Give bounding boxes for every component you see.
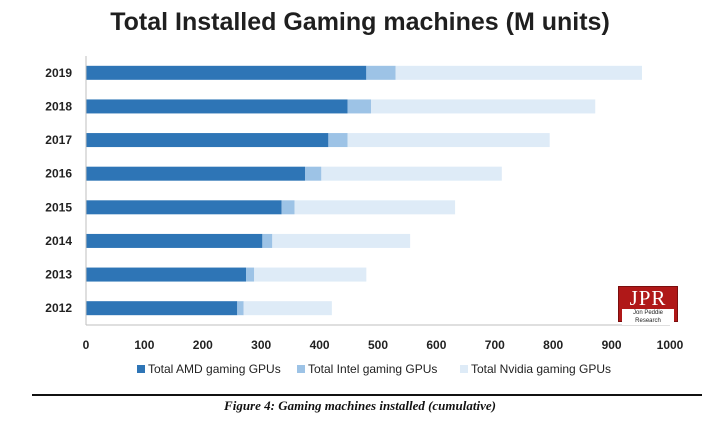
bar-2016-series-3 [321,166,502,181]
bar-2012-series-3 [243,301,332,316]
bar-2014-series-2 [262,233,273,248]
x-tick-label-300: 300 [251,338,271,352]
x-tick-label-700: 700 [485,338,505,352]
x-tick-label-800: 800 [543,338,563,352]
bar-2013-series-2 [246,267,255,282]
logo-text: JPR [629,286,667,310]
legend-swatch-3 [460,365,468,373]
bar-2018-series-1 [86,99,348,114]
bar-2016-series-2 [305,166,322,181]
bar-group [86,65,642,316]
jpr-logo: JPR Jon Peddie Research [618,286,678,325]
logo-subtext: Jon Peddie Research [622,309,674,325]
y-tick-label-2019: 2019 [45,66,72,80]
legend: Total AMD gaming GPUs Total Intel gaming … [137,362,611,376]
bar-2014-series-3 [272,233,411,248]
chart-title: Total Installed Gaming machines (M units… [110,8,610,36]
bar-2017-series-3 [347,133,550,148]
x-tick-label-100: 100 [134,338,154,352]
legend-label-1: Total AMD gaming GPUs [148,362,281,376]
bar-2013-series-1 [86,267,247,282]
x-tick-label-1000: 1000 [657,338,684,352]
legend-label-3: Total Nvidia gaming GPUs [471,362,611,376]
bar-2015-series-1 [86,200,282,215]
bar-2019-series-3 [395,65,642,80]
x-tick-label-500: 500 [368,338,388,352]
legend-swatch-2 [297,365,305,373]
figure-caption: Figure 4: Gaming machines installed (cum… [224,398,496,413]
legend-swatch-1 [137,365,145,373]
x-tick-label-400: 400 [310,338,330,352]
y-tick-label-2012: 2012 [45,301,72,315]
bar-2018-series-3 [370,99,596,114]
x-tick-label-600: 600 [426,338,446,352]
y-axis-tick-labels: 2019 2018 2017 2016 2015 2014 2013 2012 [45,66,72,315]
bar-2013-series-3 [254,267,367,282]
bar-2015-series-2 [281,200,295,215]
x-axis-tick-labels: 0 100 200 300 400 500 600 700 800 900 1000 [83,338,684,352]
x-tick-label-900: 900 [602,338,622,352]
y-tick-label-2014: 2014 [45,234,72,248]
bar-2014-series-1 [86,233,263,248]
y-tick-label-2015: 2015 [45,200,72,214]
y-tick-label-2018: 2018 [45,99,72,113]
legend-label-2: Total Intel gaming GPUs [308,362,437,376]
bar-2015-series-3 [294,200,456,215]
caption-rule [32,394,702,396]
y-tick-label-2017: 2017 [45,133,72,147]
bar-2019-series-1 [86,65,367,80]
x-tick-label-0: 0 [83,338,90,352]
x-tick-label-200: 200 [193,338,213,352]
bar-2012-series-2 [237,301,244,316]
bar-2017-series-2 [328,133,348,148]
y-tick-label-2016: 2016 [45,167,72,181]
bar-2018-series-2 [347,99,371,114]
bar-2016-series-1 [86,166,305,181]
bar-2017-series-1 [86,133,329,148]
y-tick-label-2013: 2013 [45,268,72,282]
bar-2019-series-2 [366,65,396,80]
bar-2012-series-1 [86,301,238,316]
